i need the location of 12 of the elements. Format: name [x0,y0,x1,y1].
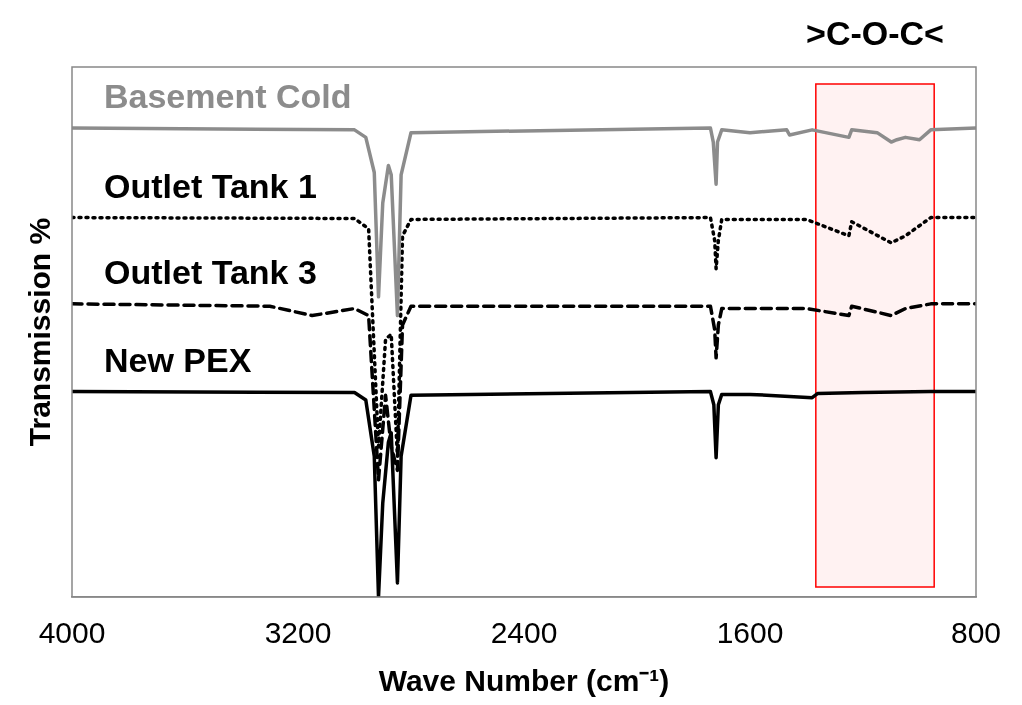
x-tick-label: 4000 [38,616,106,650]
band-label: >C-O-C< [806,14,944,53]
x-tick-label: 800 [950,616,1002,650]
series-label: Outlet Tank 3 [104,253,317,292]
series-label: Outlet Tank 1 [104,166,317,205]
x-axis-title: Wave Number (cm⁻¹) [378,664,670,698]
series-label: Basement Cold [104,77,352,116]
x-tick-label: 2400 [490,616,558,650]
y-axis-title: Transmission % [23,217,57,447]
x-tick-label: 1600 [716,616,784,650]
series-label: New PEX [104,340,252,379]
x-tick-label: 3200 [264,616,332,650]
